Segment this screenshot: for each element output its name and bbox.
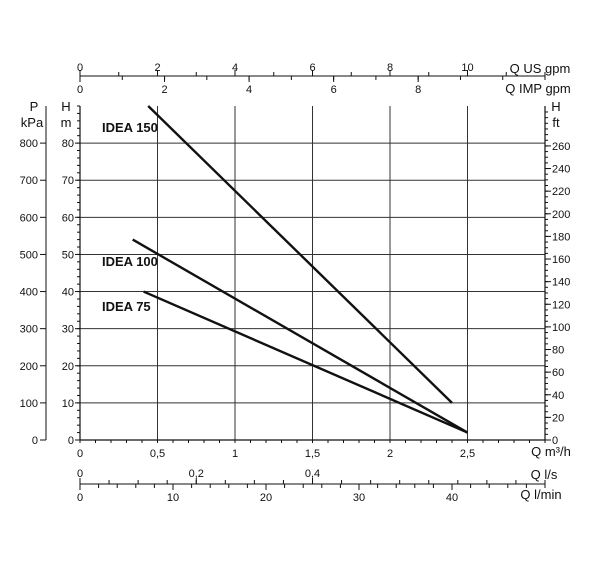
curves: IDEA 150 IDEA 100 IDEA 75: [102, 105, 469, 434]
hft-tick-label: 0: [552, 435, 558, 447]
hft-tick-label: 80: [552, 345, 564, 357]
kpa-tick-label: 800: [20, 138, 38, 150]
imp-gpm-axis-tick-label: 0: [77, 84, 83, 96]
ls-axis-tick-label: 0,2: [189, 468, 204, 480]
us-gpm-axis-tick-label: 2: [154, 62, 160, 74]
kpa-tick-label: 500: [20, 249, 38, 261]
hm-tick-label: 70: [62, 175, 74, 187]
imp-gpm-axis-tick-label: 2: [161, 84, 167, 96]
us-gpm-axis-tick-label: 8: [387, 62, 393, 74]
m3h-tick-label: 0,5: [150, 448, 165, 460]
m3h-tick-label: 1,5: [305, 448, 320, 460]
kpa-tick-label: 300: [20, 324, 38, 336]
hm-tick-label: 30: [62, 324, 74, 336]
ls-axis-title: Q l/s: [531, 467, 558, 482]
hft-axis-label-unit: ft: [552, 115, 560, 130]
kpa-tick-label: 700: [20, 175, 38, 187]
hft-tick-label: 160: [552, 254, 570, 266]
us-gpm-axis-tick-label: 10: [461, 62, 473, 74]
hft-tick-label: 240: [552, 164, 570, 176]
hm-tick-label: 80: [62, 138, 74, 150]
hm-tick-label: 10: [62, 398, 74, 410]
lmin-axis-tick-label: 20: [260, 492, 272, 504]
lmin-axis-tick-label: 30: [353, 492, 365, 504]
kpa-axis-label-unit: kPa: [21, 115, 44, 130]
series-line: [143, 290, 468, 434]
series-line: [132, 238, 469, 434]
imp-gpm-axis-tick-label: 6: [331, 84, 337, 96]
lmin-axis-title: Q l/min: [520, 487, 561, 502]
us-gpm-axis-title: Q US gpm: [510, 61, 571, 76]
series-label: IDEA 100: [102, 254, 158, 269]
kpa-tick-label: 100: [20, 398, 38, 410]
hft-tick-label: 260: [552, 141, 570, 153]
m3h-tick-label: 2: [387, 448, 393, 460]
us-gpm-axis-tick-label: 4: [232, 62, 238, 74]
hm-tick-label: 20: [62, 361, 74, 373]
lmin-axis-tick-label: 10: [167, 492, 179, 504]
hm-tick-label: 50: [62, 249, 74, 261]
us-gpm-axis-tick-label: 6: [309, 62, 315, 74]
hm-tick-label: 40: [62, 287, 74, 299]
kpa-tick-label: 200: [20, 361, 38, 373]
ls-axis-tick-label: 0: [77, 468, 83, 480]
series-label: IDEA 75: [102, 299, 151, 314]
hm-tick-label: 60: [62, 212, 74, 224]
m3h-tick-label: 1: [232, 448, 238, 460]
kpa-tick-label: 0: [32, 435, 38, 447]
hft-tick-label: 180: [552, 231, 570, 243]
ls-axis-tick-label: 0,4: [305, 468, 320, 480]
kpa-axis-label-top: P: [30, 99, 39, 114]
imp-gpm-axis-tick-label: 4: [246, 84, 252, 96]
hm-tick-label: 0: [68, 435, 74, 447]
hft-tick-label: 100: [552, 322, 570, 334]
hft-tick-label: 120: [552, 299, 570, 311]
hft-tick-label: 20: [552, 412, 564, 424]
hft-tick-label: 220: [552, 186, 570, 198]
hft-tick-label: 200: [552, 209, 570, 221]
m3h-tick-label: 2,5: [460, 448, 475, 460]
m3h-axis-title: Q m³/h: [531, 444, 571, 459]
lmin-axis-tick-label: 40: [446, 492, 458, 504]
hm-axis-label-unit: m: [61, 115, 72, 130]
imp-gpm-axis-tick-label: 8: [415, 84, 421, 96]
kpa-tick-label: 400: [20, 287, 38, 299]
grid: [80, 106, 545, 440]
kpa-tick-label: 600: [20, 212, 38, 224]
lmin-axis-tick-label: 0: [77, 492, 83, 504]
hft-tick-label: 60: [552, 367, 564, 379]
series-label: IDEA 150: [102, 120, 158, 135]
hft-axis-label-top: H: [551, 99, 560, 114]
hft-tick-label: 40: [552, 390, 564, 402]
imp-gpm-axis-title: Q IMP gpm: [505, 81, 571, 96]
hm-axis-label-top: H: [61, 99, 70, 114]
axes: 0 2 4 6 8 10 Q US gpm 0 2 4 6 8 Q IMP gpm 0 0,5 1 1,5 2 2,…: [20, 61, 571, 504]
m3h-tick-label: 0: [77, 448, 83, 460]
us-gpm-axis-tick-label: 0: [77, 62, 83, 74]
hft-tick-label: 140: [552, 277, 570, 289]
series-line: [147, 105, 453, 404]
